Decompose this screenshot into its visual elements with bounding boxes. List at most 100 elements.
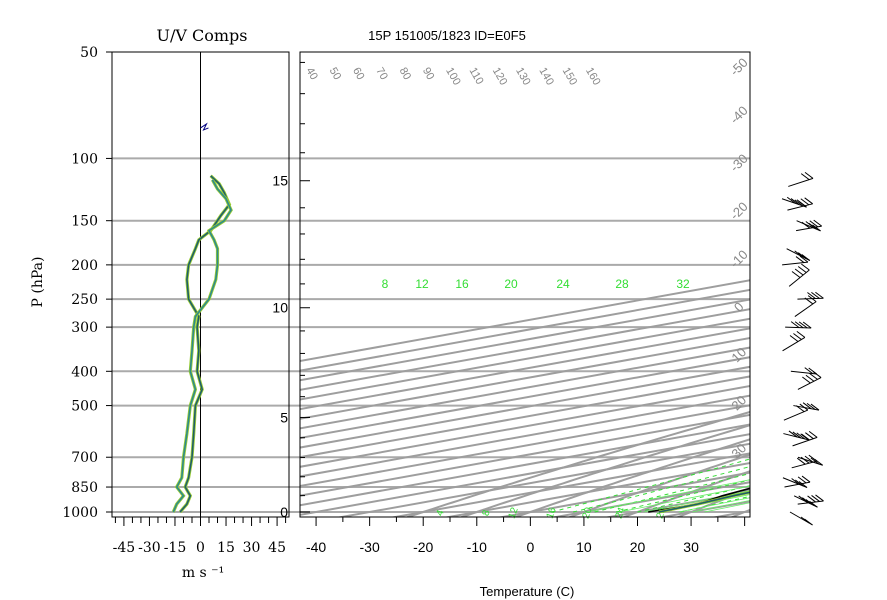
dry-adiabat-line [835,18,887,520]
pressure-tick-label: 150 [71,214,98,230]
speed-tick-label: -30 [138,540,161,556]
pressure-tick-label: 700 [71,450,98,466]
isotherm-label: -40 [727,103,751,127]
wind-barb [797,456,824,466]
isotherm-line [300,356,750,439]
dry-adiabat-line [404,410,750,517]
uv-series-2 [172,179,233,513]
moist-adiabat-line [573,466,750,513]
speed-tick-label: -15 [164,540,187,556]
uv-x-axis-label: m s ⁻¹ [182,565,224,581]
temperature-tick-label: 20 [630,539,646,555]
temperature-axis-label: Temperature (C) [480,584,575,599]
pressure-tick-label: 850 [71,480,98,496]
isotherm-line [810,18,887,520]
isotherm-line [300,413,750,497]
isotherm-line [550,481,750,517]
mixing-ratio-label: 16 [455,277,469,291]
pressure-tick-label: 500 [71,399,98,415]
height-tick-label: 0 [280,504,288,520]
speed-tick-label: 15 [217,540,235,556]
isotherm-line [300,423,750,507]
pressure-tick-label: 300 [71,320,98,336]
isotherm-line [300,433,750,516]
isotherm-line [389,452,750,517]
temperature-tick-label: 0 [526,539,534,555]
isotherm-line [300,317,750,401]
isotherm-line [300,298,750,382]
pressure-tick-label: 400 [71,364,98,380]
moist-adiabat-label: 4 [435,508,447,517]
isotherm-line [443,461,750,517]
speed-tick-label: 0 [196,540,205,556]
isotherm-line [756,18,887,520]
isotherm-line [300,365,750,449]
dry-adiabat-label: 90 [420,66,437,83]
profile-halo [658,490,750,514]
isotherm-label: -50 [727,55,751,79]
uv-speed-ticks: -45 -30 -15 0 15 30 45 [113,517,287,556]
isotherm-line [300,327,750,411]
dry-adiabat-label: 100 [443,66,463,88]
temperature-ticks: -40 -30 -20 -10 0 10 20 30 [306,517,746,555]
wind-barbs-group [781,171,824,526]
skew-t-plot-frame [299,51,751,518]
pressure-tick-label: 200 [71,258,98,274]
mixing-ratio-label: 12 [415,277,429,291]
isotherm-label: -10 [727,247,751,271]
wind-barb [797,291,824,300]
wind-barb [785,321,812,329]
wind-barb [783,430,809,441]
dry-adiabat-label: 70 [373,66,390,83]
temperature-tick-label: -10 [467,539,487,555]
moist-adiabat-line [658,490,750,513]
dry-adiabat-label: 130 [513,66,533,88]
mixing-ratio-line [619,485,750,513]
wind-barb [793,402,820,411]
dry-adiabat-line [675,488,750,517]
isotherm-line [300,375,750,459]
isotherm-line [300,346,750,430]
dry-adiabat-line [567,453,750,517]
uv-series-2-halo [171,179,233,513]
skew-t-panel: 40 50 60 70 80 90 100 110 120 130 140 150 160 -50-40-… [272,18,887,599]
wind-barb [788,263,810,287]
speed-tick-label: -45 [113,540,136,556]
temperature-tick-label: -40 [306,539,326,555]
height-tick-label: 10 [272,300,288,316]
speed-tick-label: 30 [243,540,261,556]
uv-grid [112,52,750,517]
mixing-ratio-line [643,490,750,513]
dry-adiabat-label: 160 [583,66,603,88]
pressure-tick-label: 1000 [62,505,98,521]
dry-adiabat-label: 120 [490,66,510,88]
dry-adiabat-label: 60 [350,66,367,83]
dry-adiabat-label: 80 [397,66,414,83]
isotherm-label: -20 [727,199,751,223]
height-tick-label: 15 [272,173,288,189]
wind-barb [782,331,806,352]
isotherm-line [300,385,750,468]
height-km-ticks: 0 5 10 15 [272,61,310,520]
wind-barb [796,220,821,232]
mixing-ratio-label: 20 [504,277,518,291]
mixing-ratio-label: 8 [382,277,389,291]
dry-adiabat-label: 40 [303,66,320,83]
temperature-tick-label: 30 [683,539,699,555]
dry-adiabat-line [458,424,750,517]
isotherm-line [300,394,750,478]
moist-adiabat-label: 24 [614,506,628,521]
moist-adiabat-line [615,479,750,513]
uv-pressure-ticks: 50 100 150 200 250 300 400 500 700 850 1000 [62,45,112,521]
wind-barb [789,511,813,526]
height-tick-label: 5 [280,409,288,425]
wind-barb [793,495,818,508]
uv-panel-title: U/V Comps [156,26,247,45]
profile-line-1 [648,487,750,513]
dry-adiabat-label: 110 [467,66,486,87]
isotherm-line [300,404,750,488]
mixing-ratio-label: 32 [676,277,690,291]
uv-y-axis-label: P (hPa) [30,257,46,308]
